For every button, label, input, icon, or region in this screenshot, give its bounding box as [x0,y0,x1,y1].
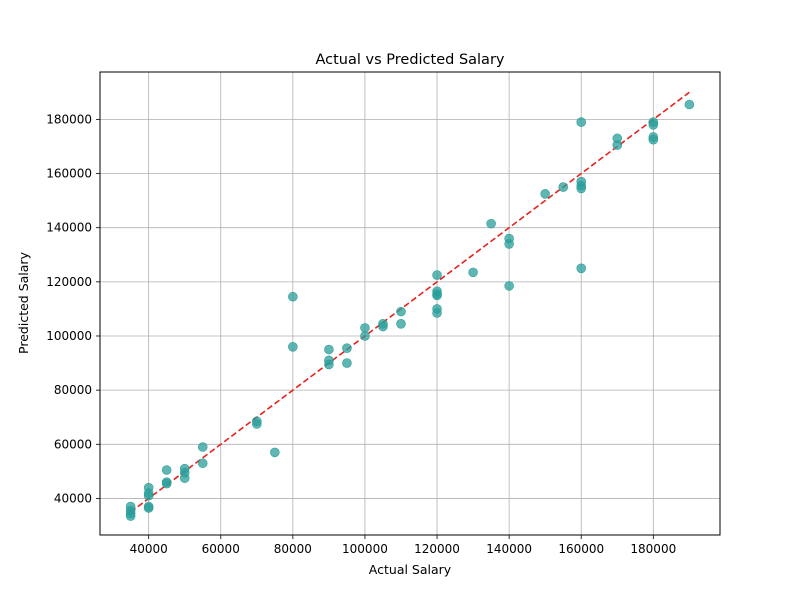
x-tick-label: 60000 [202,542,240,556]
data-point [504,239,514,249]
data-point [432,290,442,301]
chart-title: Actual vs Predicted Salary [315,52,504,68]
y-tick-label: 160000 [46,167,92,181]
data-point [486,218,496,229]
x-tick-label: 140000 [486,542,532,556]
x-tick-label: 160000 [558,542,604,556]
data-point [143,503,154,513]
x-tick-label: 120000 [414,542,460,556]
data-point [342,343,352,353]
data-point [288,291,298,302]
y-tick-label: 180000 [46,112,92,126]
data-point [360,331,370,341]
data-point [360,323,370,333]
data-point [576,183,587,194]
data-point [558,182,568,192]
data-point [161,478,172,489]
data-point [324,344,334,355]
y-tick-label: 100000 [46,329,92,343]
data-point [432,270,442,280]
data-point [378,321,388,332]
plot-frame [99,71,721,536]
data-point [270,447,280,458]
data-point [324,359,334,370]
y-tick-label: 80000 [54,383,92,397]
data-point [540,189,550,199]
y-tick-label: 140000 [46,221,92,235]
axis-ticks: 40000 60000 80000 100000 120000 140000 160000 1… [46,112,676,556]
data-point [504,281,514,291]
data-point [684,99,695,110]
data-points [125,99,695,521]
data-point [342,358,352,368]
data-point [612,140,623,150]
grid-lines [100,72,720,535]
reference-line [130,91,690,513]
data-point [252,419,262,429]
data-point [197,442,208,452]
data-point [648,134,659,145]
data-point [179,473,190,483]
y-tick-label: 120000 [46,275,92,289]
reference-line-layer [130,91,690,513]
data-point [396,319,406,329]
data-point [576,263,587,274]
y-tick-label: 40000 [54,491,92,505]
data-point [143,490,154,501]
x-axis-label: Actual Salary [369,562,452,577]
data-point [288,342,298,352]
data-point [432,308,442,318]
data-point [468,267,478,278]
y-axis-label: Predicted Salary [16,251,31,354]
data-point [125,511,136,521]
x-tick-label: 180000 [630,542,676,556]
x-tick-label: 40000 [130,542,168,556]
data-point [197,458,208,469]
data-point [576,117,587,127]
y-tick-label: 60000 [54,437,92,451]
x-tick-label: 100000 [342,542,388,556]
x-tick-label: 80000 [274,542,312,556]
data-point [648,119,659,130]
data-point [161,465,172,475]
data-point [396,306,406,317]
